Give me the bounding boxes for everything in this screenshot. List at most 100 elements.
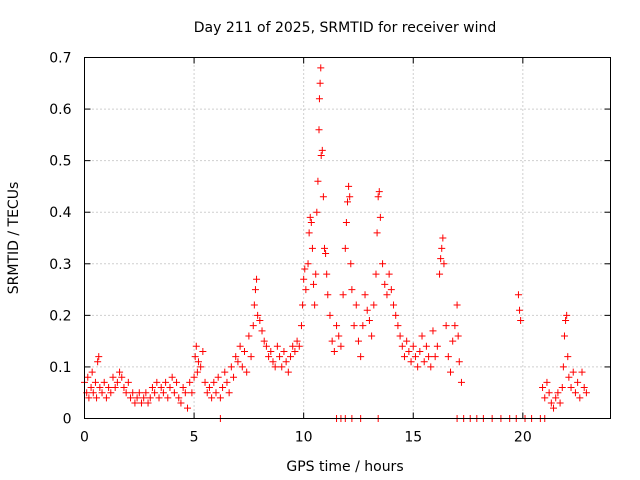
data-point	[251, 286, 259, 294]
data-point	[142, 389, 150, 397]
data-point	[339, 291, 347, 299]
data-point	[554, 389, 562, 397]
data-point	[243, 368, 251, 376]
data-point	[238, 363, 246, 371]
x-tick-label: 15	[404, 430, 422, 446]
data-point	[569, 368, 577, 376]
data-point	[314, 177, 322, 185]
data-point	[440, 260, 448, 268]
data-point	[157, 384, 165, 392]
data-point	[234, 358, 242, 366]
data-point	[449, 337, 457, 345]
data-point	[127, 394, 135, 402]
data-point	[363, 306, 371, 314]
data-point	[307, 219, 315, 227]
y-tick-label: 0.4	[49, 205, 71, 221]
data-point	[208, 394, 216, 402]
data-point	[545, 389, 553, 397]
data-point	[284, 368, 292, 376]
data-point	[260, 337, 268, 345]
data-point	[431, 353, 439, 361]
data-point	[190, 373, 198, 381]
data-point	[84, 373, 92, 381]
data-point	[131, 399, 139, 407]
data-point	[191, 353, 199, 361]
data-point	[574, 378, 582, 386]
y-tick-label: 0	[63, 412, 72, 428]
data-point	[442, 322, 450, 330]
data-point	[122, 389, 130, 397]
data-point	[116, 368, 124, 376]
data-point	[455, 358, 463, 366]
data-point	[565, 373, 573, 381]
data-point	[249, 322, 257, 330]
data-point	[280, 347, 288, 355]
data-point	[311, 301, 319, 309]
data-point	[100, 378, 108, 386]
data-point	[291, 347, 299, 355]
data-point	[324, 291, 332, 299]
data-point	[212, 389, 220, 397]
data-point	[316, 79, 324, 87]
data-point	[146, 394, 154, 402]
data-point	[278, 363, 286, 371]
data-point	[267, 347, 275, 355]
grid-lines	[84, 57, 611, 419]
data-point	[230, 373, 238, 381]
data-point	[427, 363, 435, 371]
data-point	[457, 378, 465, 386]
data-point	[580, 384, 588, 392]
y-tick-labels: 0 0.1 0.2 0.3 0.4 0.5 0.6 0.7	[49, 51, 71, 428]
data-point	[193, 368, 201, 376]
data-point	[437, 255, 445, 263]
data-point	[293, 337, 301, 345]
data-points	[81, 64, 590, 422]
data-point	[221, 368, 229, 376]
data-point	[95, 353, 103, 361]
data-point	[301, 265, 309, 273]
chart-title: Day 211 of 2025, SRMTID for receiver win…	[194, 20, 497, 36]
data-point	[144, 399, 152, 407]
data-point	[295, 342, 303, 350]
data-point	[420, 358, 428, 366]
data-point	[326, 311, 334, 319]
data-point	[216, 394, 224, 402]
data-point	[354, 337, 362, 345]
data-point	[392, 311, 400, 319]
data-point	[394, 322, 402, 330]
data-point	[433, 342, 441, 350]
data-point	[407, 358, 415, 366]
data-point	[409, 342, 417, 350]
data-point	[199, 347, 207, 355]
data-point	[337, 342, 345, 350]
data-point	[88, 368, 96, 376]
data-point	[387, 286, 395, 294]
data-point	[91, 378, 99, 386]
data-point	[379, 260, 387, 268]
data-point	[556, 399, 564, 407]
data-point	[317, 64, 325, 72]
data-point	[322, 249, 330, 257]
x-axis-label: GPS time / hours	[286, 459, 403, 475]
data-point	[390, 301, 398, 309]
data-point	[567, 384, 575, 392]
data-point	[89, 389, 97, 397]
data-point	[253, 275, 261, 283]
data-point	[438, 244, 446, 252]
data-point	[273, 342, 281, 350]
data-point	[376, 213, 384, 221]
data-point	[558, 384, 566, 392]
y-tick-label: 0.6	[49, 102, 71, 118]
data-point	[310, 280, 318, 288]
data-point	[447, 368, 455, 376]
data-point	[318, 146, 326, 154]
data-point	[516, 306, 524, 314]
data-point	[262, 342, 270, 350]
data-point	[276, 353, 284, 361]
data-point	[223, 378, 231, 386]
data-point	[289, 342, 297, 350]
data-point	[330, 347, 338, 355]
data-point	[254, 311, 262, 319]
data-point	[347, 260, 355, 268]
